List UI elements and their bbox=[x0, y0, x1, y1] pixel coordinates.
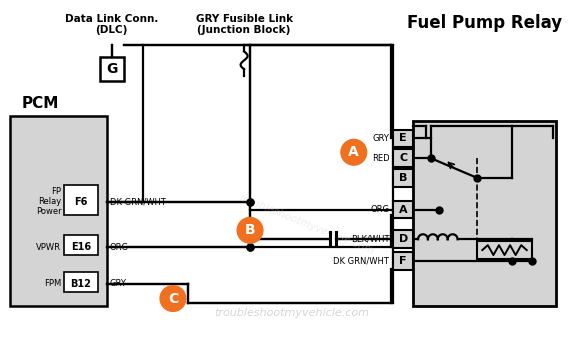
Text: FP
Relay
Power: FP Relay Power bbox=[35, 188, 61, 216]
Text: Data Link Conn.: Data Link Conn. bbox=[65, 14, 158, 24]
Text: F: F bbox=[400, 256, 407, 266]
Text: ORG: ORG bbox=[110, 243, 129, 252]
Bar bbox=[10, 116, 107, 307]
Text: C: C bbox=[168, 292, 178, 306]
Text: B: B bbox=[399, 173, 407, 183]
Bar bbox=[64, 272, 98, 292]
Text: (Junction Block): (Junction Block) bbox=[197, 25, 291, 35]
Bar bbox=[393, 169, 413, 187]
Bar bbox=[64, 185, 98, 215]
Text: GRY: GRY bbox=[372, 134, 389, 143]
Text: FPM: FPM bbox=[44, 279, 61, 288]
Bar bbox=[393, 130, 413, 147]
Bar bbox=[477, 241, 532, 259]
Text: ORG: ORG bbox=[371, 205, 389, 214]
Text: BLK/WHT: BLK/WHT bbox=[351, 235, 389, 244]
Bar bbox=[393, 252, 413, 270]
Text: D: D bbox=[398, 234, 408, 244]
Text: PCM: PCM bbox=[21, 96, 59, 111]
Bar bbox=[64, 235, 98, 255]
Text: B: B bbox=[245, 223, 255, 237]
Text: troubleshootmyvehicle.com: troubleshootmyvehicle.com bbox=[214, 308, 369, 319]
Bar bbox=[413, 121, 556, 307]
Text: troubleshootmyvehicle.com: troubleshootmyvehicle.com bbox=[237, 193, 375, 256]
Circle shape bbox=[160, 286, 186, 312]
Text: C: C bbox=[399, 153, 407, 163]
Text: Fuel Pump Relay: Fuel Pump Relay bbox=[407, 14, 562, 32]
Text: RED: RED bbox=[372, 154, 389, 163]
Text: DK GRN/WHT: DK GRN/WHT bbox=[110, 197, 165, 206]
Text: E: E bbox=[400, 133, 407, 143]
Text: A: A bbox=[399, 205, 408, 215]
Circle shape bbox=[341, 139, 367, 165]
Bar bbox=[100, 57, 124, 81]
Text: E16: E16 bbox=[71, 242, 91, 252]
Bar bbox=[393, 201, 413, 218]
Text: G: G bbox=[106, 62, 117, 76]
Bar bbox=[393, 230, 413, 248]
Text: A: A bbox=[349, 145, 359, 159]
Circle shape bbox=[237, 217, 263, 243]
Text: VPWR: VPWR bbox=[37, 243, 61, 252]
Text: DK GRN/WHT: DK GRN/WHT bbox=[334, 257, 389, 266]
Text: F6: F6 bbox=[74, 197, 88, 207]
Text: B12: B12 bbox=[71, 279, 92, 289]
Bar bbox=[393, 149, 413, 167]
Text: GRY: GRY bbox=[110, 279, 126, 288]
Text: (DLC): (DLC) bbox=[96, 25, 128, 35]
Text: GRY Fusible Link: GRY Fusible Link bbox=[195, 14, 293, 24]
